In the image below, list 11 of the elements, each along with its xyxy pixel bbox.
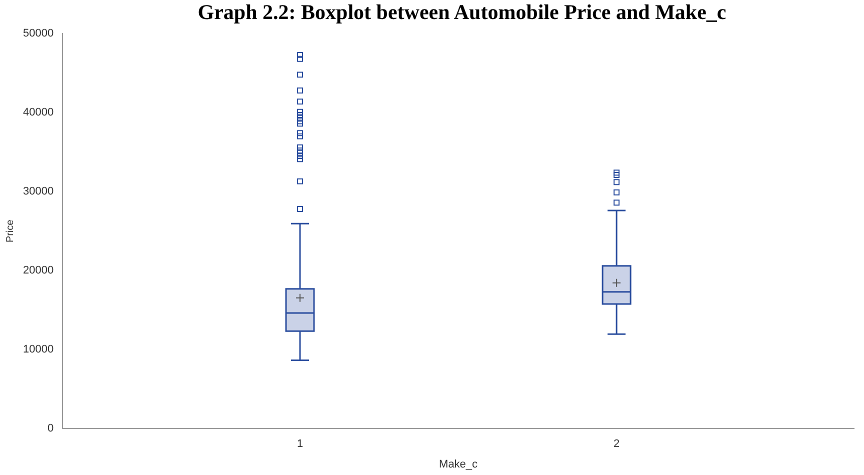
y-tick-label: 50000 <box>22 28 54 40</box>
chart-title: Graph 2.2: Boxplot between Automobile Price and Make_c <box>196 0 728 24</box>
x-axis-title: Make_c <box>439 458 478 470</box>
y-tick-label: 20000 <box>22 264 54 277</box>
y-tick-label: 30000 <box>22 186 54 198</box>
y-tick-label: 10000 <box>22 344 54 356</box>
y-tick-label: 40000 <box>22 106 54 119</box>
x-tick-label: 1 <box>296 438 304 450</box>
y-axis-title: Price <box>4 219 16 242</box>
y-tick-label: 0 <box>47 422 54 435</box>
x-tick-label: 2 <box>614 438 620 450</box>
